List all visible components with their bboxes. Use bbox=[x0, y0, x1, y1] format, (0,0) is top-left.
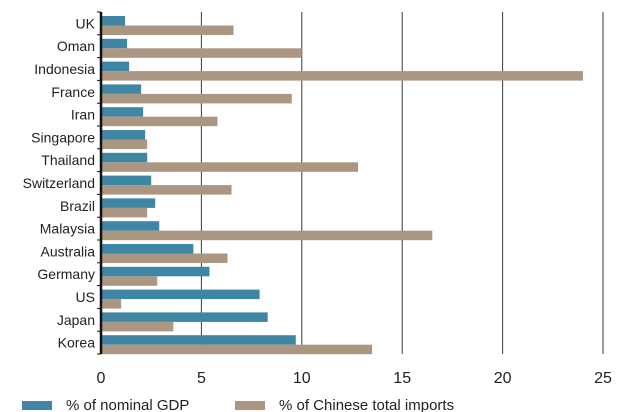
category-label: Korea bbox=[58, 335, 96, 351]
x-tick-label: 10 bbox=[293, 370, 311, 387]
category-label: UK bbox=[76, 15, 96, 31]
bar-chinese-imports bbox=[101, 185, 232, 195]
bar-chinese-imports bbox=[101, 116, 218, 127]
bar-chinese-imports bbox=[101, 276, 158, 286]
legend: % of nominal GDP % of Chinese total impor… bbox=[22, 397, 454, 412]
gridlines bbox=[200, 12, 604, 354]
bar-chinese-imports bbox=[101, 48, 302, 58]
bar-chinese-imports bbox=[101, 162, 359, 172]
category-label: Singapore bbox=[31, 129, 95, 145]
bar-chinese-imports bbox=[101, 25, 234, 35]
bar-chinese-imports bbox=[101, 253, 228, 263]
bar-chinese-imports bbox=[101, 230, 433, 241]
bar-nominal-gdp bbox=[101, 16, 126, 26]
bars bbox=[101, 16, 583, 355]
bar-nominal-gdp bbox=[101, 266, 210, 277]
legend-swatch-chinese-imports bbox=[235, 401, 265, 410]
category-label: Iran bbox=[71, 107, 95, 123]
legend-label-chinese-imports: % of Chinese total imports bbox=[279, 397, 454, 412]
bar-nominal-gdp bbox=[101, 335, 296, 345]
labels: UK Oman Indonesia France Iran Singapore Thaila… bbox=[23, 15, 612, 387]
bar-chinese-imports bbox=[101, 344, 373, 355]
bar-nominal-gdp bbox=[101, 312, 268, 322]
bar-chinese-imports bbox=[101, 71, 583, 81]
category-label: Switzerland bbox=[23, 175, 95, 191]
axes bbox=[97, 11, 103, 355]
category-label: France bbox=[51, 84, 95, 100]
bar-nominal-gdp bbox=[101, 221, 160, 231]
category-label: Indonesia bbox=[34, 61, 95, 77]
x-tick-label: 0 bbox=[97, 370, 106, 387]
category-label: Germany bbox=[37, 266, 95, 282]
legend-label-nominal-gdp: % of nominal GDP bbox=[66, 397, 189, 412]
bar-chinese-imports bbox=[101, 299, 122, 309]
bar-chinese-imports bbox=[101, 93, 292, 104]
bar-nominal-gdp bbox=[101, 130, 146, 140]
bar-nominal-gdp bbox=[101, 61, 130, 72]
category-label: Australia bbox=[41, 243, 96, 259]
category-label: Oman bbox=[57, 38, 95, 54]
x-tick-label: 5 bbox=[197, 370, 206, 387]
bar-nominal-gdp bbox=[101, 152, 148, 163]
category-label: US bbox=[76, 289, 95, 305]
bar-nominal-gdp bbox=[101, 175, 152, 186]
x-tick-label: 25 bbox=[594, 370, 612, 387]
bar-nominal-gdp bbox=[101, 198, 156, 208]
bar-nominal-gdp bbox=[101, 244, 194, 254]
bar-nominal-gdp bbox=[101, 107, 144, 117]
legend-swatch-nominal-gdp bbox=[22, 401, 52, 410]
category-label: Malaysia bbox=[40, 221, 95, 237]
bar-nominal-gdp bbox=[101, 38, 128, 49]
category-label: Thailand bbox=[41, 152, 95, 168]
category-label: Japan bbox=[57, 312, 95, 328]
bar-chinese-imports bbox=[101, 321, 174, 332]
bar-chinese-imports bbox=[101, 207, 148, 218]
bar-nominal-gdp bbox=[101, 84, 142, 94]
x-tick-label: 20 bbox=[494, 370, 512, 387]
x-tick-label: 15 bbox=[393, 370, 411, 387]
bar-chinese-imports bbox=[101, 139, 148, 149]
category-label: Brazil bbox=[60, 198, 95, 214]
bar-nominal-gdp bbox=[101, 289, 260, 300]
